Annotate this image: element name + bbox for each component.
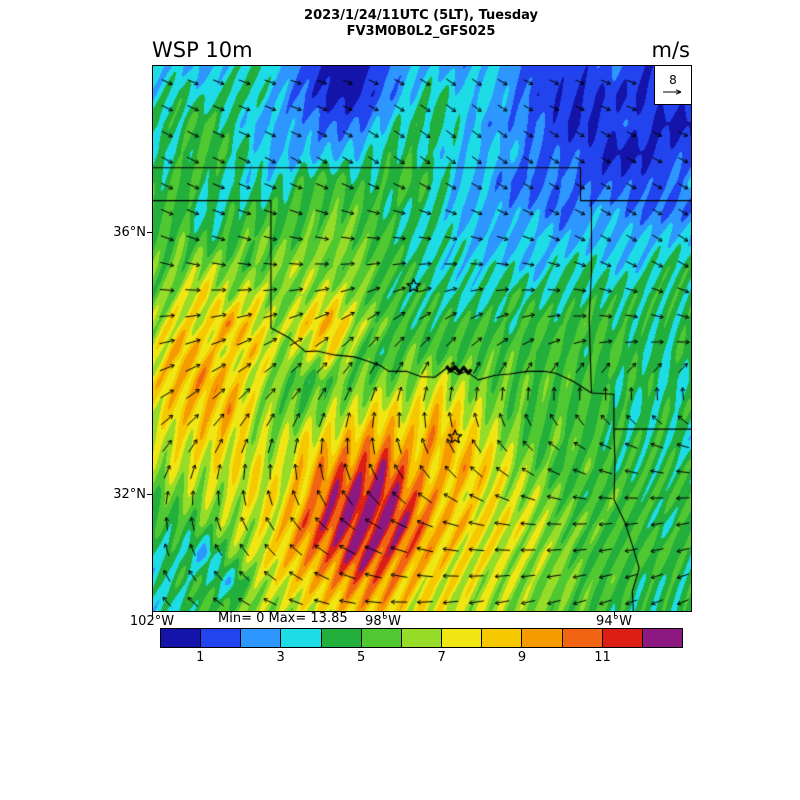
lat-label-36n: 36°N [113,225,146,240]
colorbar-tick-label: 5 [357,650,366,665]
lon-label-102w: 102°W [129,614,175,629]
lat-label-32n: 32°N [113,487,146,502]
lat-tick-36n [147,232,152,233]
reference-vector-box: 8 [654,66,691,105]
lon-tick-98w [383,611,384,616]
colorbar-segment [361,629,402,647]
title-model: FV3M0B0L2_GFS025 [346,24,496,39]
reference-value: 8 [669,73,677,87]
map-canvas [153,66,691,611]
map-area: 8 [152,65,692,612]
colorbar-tick-label: 9 [517,650,527,665]
title-block: 2023/1/24/11UTC (5LT), Tuesday FV3M0B0L2… [152,8,690,40]
title-date: 2023/1/24/11UTC (5LT), Tuesday [304,8,538,23]
minmax-label: Min= 0 Max= 13.85 [218,611,348,626]
colorbar-segment [482,629,523,647]
colorbar-segment [442,629,483,647]
reference-arrow-icon [663,89,682,95]
colorbar-segment [241,629,282,647]
colorbar-segment [281,629,322,647]
colorbar-tick-label: 3 [276,650,285,665]
colorbar-tick-label: 11 [594,650,611,665]
lon-tick-102w [152,611,153,616]
colorbar-segment [562,629,603,647]
colorbar-segment [401,629,443,647]
lon-label-98w: 98°W [365,614,401,629]
colorbar-tick-label: 7 [437,650,446,665]
colorbar-segment [602,629,643,647]
colorbar-segment [642,629,683,647]
lon-tick-94w [614,611,615,616]
colorbar-segment [522,629,563,647]
colorbar-segment [201,629,242,647]
lon-label-94w: 94°W [596,614,632,629]
units-label: m/s [651,38,690,62]
colorbar-tick-label: 1 [196,650,205,665]
colorbar-segment [321,629,362,647]
lat-tick-32n [147,494,152,495]
colorbar-segment [161,629,202,647]
colorbar-tick-row: 1 3 5 7 9 11 [160,650,683,666]
colorbar [160,628,683,648]
variable-label: WSP 10m [152,38,253,62]
